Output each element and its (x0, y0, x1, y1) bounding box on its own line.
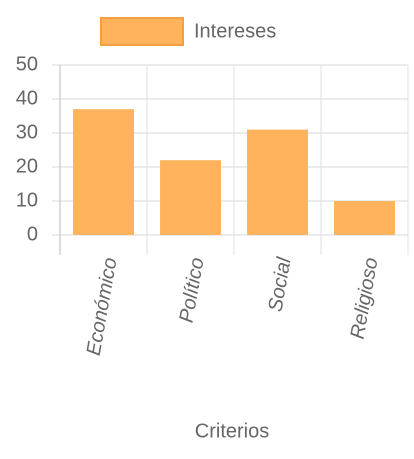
x-tick-label: Social (264, 255, 295, 313)
y-tick-label: 30 (16, 121, 38, 143)
x-tick-label: Político (176, 256, 209, 324)
bar (73, 109, 134, 235)
y-tick-label: 0 (27, 223, 38, 245)
y-tick-label: 10 (16, 189, 38, 211)
x-tick-label: Religioso (347, 256, 383, 341)
x-axis-title: Criterios (195, 420, 269, 442)
y-tick-label: 50 (16, 53, 38, 75)
y-tick-label: 20 (16, 155, 38, 177)
bar (247, 129, 308, 235)
legend-swatch (100, 17, 184, 46)
legend-label: Intereses (194, 20, 276, 42)
bar (160, 160, 221, 235)
bar (334, 201, 395, 235)
x-tick-label: Económico (83, 256, 122, 357)
y-tick-label: 40 (16, 87, 38, 109)
